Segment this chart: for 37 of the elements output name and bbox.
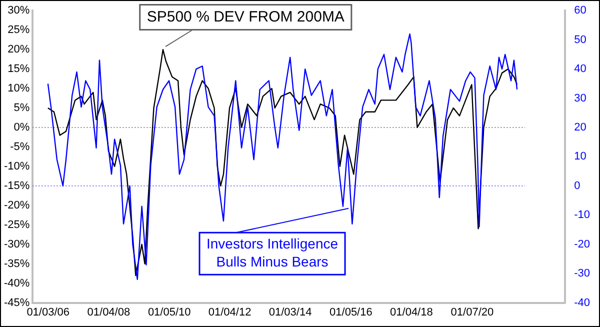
y2-tick-label: -10 xyxy=(574,209,590,222)
y-tick-label: 0% xyxy=(14,122,30,134)
y2-tick-label: 30 xyxy=(574,92,586,104)
y2-tick-label: 60 xyxy=(574,4,586,17)
x-tick-label: 01/04/08 xyxy=(87,306,130,318)
x-tick-label: 01/05/10 xyxy=(148,306,191,318)
y2-tick-label: 20 xyxy=(574,122,586,134)
y-tick-label: 30% xyxy=(8,4,30,17)
y-tick-label: 15% xyxy=(8,63,30,76)
y-tick-label: -40% xyxy=(4,277,30,290)
y-tick-label: -5% xyxy=(10,140,30,153)
y2-tick-label: -40 xyxy=(574,296,590,309)
y-tick-label: 10% xyxy=(8,82,30,95)
y2-tick-label: 40 xyxy=(574,63,586,76)
y-tick-label: 25% xyxy=(8,24,30,36)
annotation: Investors Intelligence Bulls Minus Bears xyxy=(206,236,338,270)
y2-tick-label: -20 xyxy=(574,238,590,250)
y-tick-label: -20% xyxy=(4,199,30,212)
y-tick-label: -15% xyxy=(4,180,30,192)
x-tick-label: 01/07/20 xyxy=(450,306,494,318)
y2-tick-label: 50 xyxy=(574,34,586,46)
x-tick-label: 01/03/06 xyxy=(26,306,70,318)
x-tick-label: 01/05/16 xyxy=(330,306,372,318)
y2-tick-label: 10 xyxy=(574,150,586,163)
y-tick-label: -30% xyxy=(4,238,30,250)
y-tick-label: -25% xyxy=(4,218,30,231)
y-tick-label: 5% xyxy=(14,102,30,114)
annotation: SP500 % DEV FROM 200MA xyxy=(146,8,344,26)
y2-tick-label: 0 xyxy=(574,180,580,192)
x-tick-label: 01/03/14 xyxy=(268,306,312,318)
x-tick-label: 01/04/12 xyxy=(208,306,252,318)
x-tick-label: 01/04/18 xyxy=(390,306,433,318)
y-tick-label: -45% xyxy=(4,296,30,309)
y-tick-label: -10% xyxy=(4,160,30,172)
y-tick-label: 20% xyxy=(8,44,30,56)
y2-tick-label: -30 xyxy=(574,268,590,280)
y-tick-label: -35% xyxy=(4,258,30,270)
